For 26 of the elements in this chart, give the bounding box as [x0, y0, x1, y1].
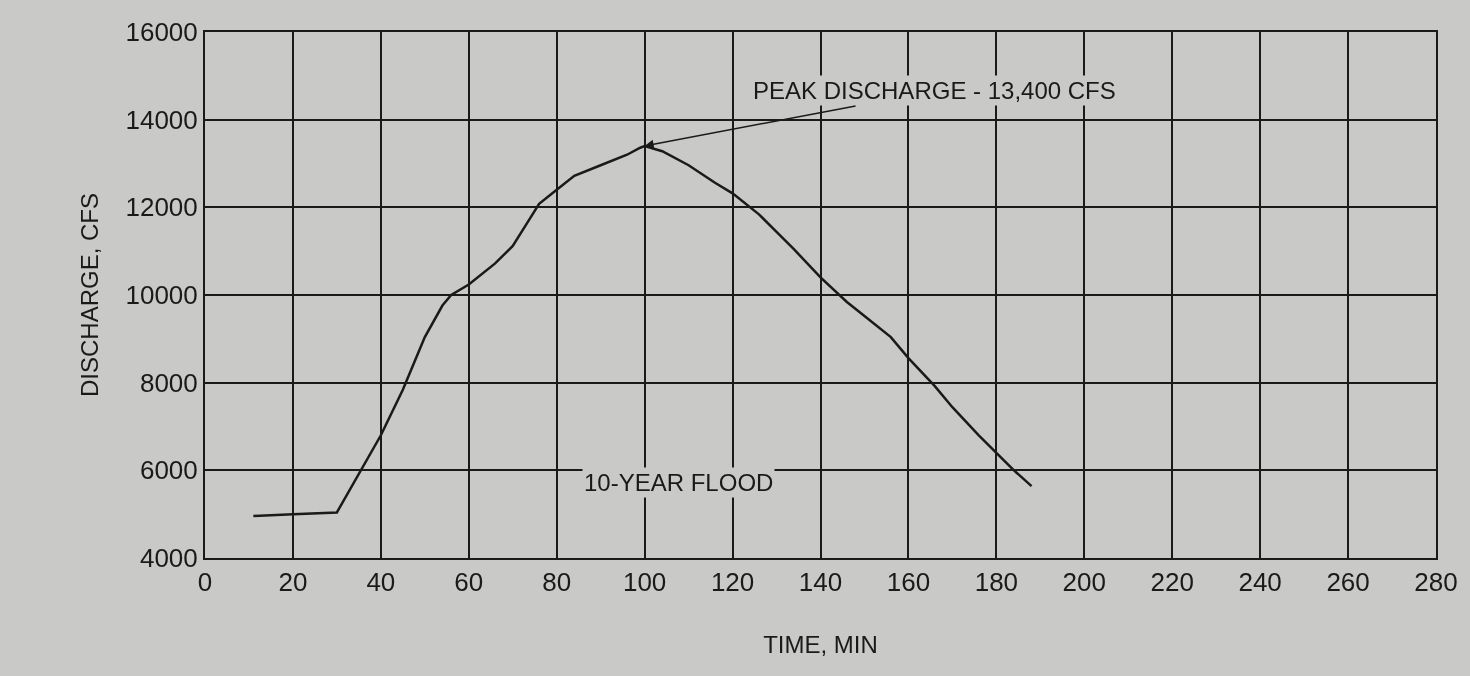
x-tick-label: 40 — [366, 567, 396, 598]
x-tick-label: 280 — [1414, 567, 1458, 598]
x-tick-label: 260 — [1326, 567, 1370, 598]
x-tick-label: 200 — [1062, 567, 1106, 598]
x-tick-label: 120 — [710, 567, 755, 598]
annotation: 10-YEAR FLOOD — [584, 469, 774, 496]
x-tick-label: 160 — [886, 567, 931, 598]
y-tick-label: 14000 — [125, 104, 198, 135]
x-tick-label: 80 — [542, 567, 572, 598]
x-tick-label: 60 — [454, 567, 484, 598]
x-tick-label: 180 — [974, 567, 1019, 598]
x-tick-label: 240 — [1238, 567, 1282, 598]
x-tick-label: 0 — [197, 567, 213, 598]
y-tick-label: 16000 — [125, 17, 198, 48]
annotation: PEAK DISCHARGE - 13,400 CFS — [753, 77, 1116, 104]
x-tick-label: 140 — [798, 567, 843, 598]
y-tick-label: 4000 — [139, 543, 198, 574]
x-axis-title: TIME, MIN — [763, 631, 878, 658]
y-tick-label: 8000 — [139, 367, 198, 398]
x-tick-label: 100 — [622, 567, 667, 598]
y-axis-title: DISCHARGE, CFS — [76, 192, 104, 398]
y-tick-label: 12000 — [125, 192, 198, 223]
x-tick-label: 220 — [1150, 567, 1194, 598]
x-tick-label: 20 — [278, 567, 308, 598]
y-tick-label: 10000 — [125, 280, 198, 311]
y-tick-label: 6000 — [139, 455, 198, 486]
